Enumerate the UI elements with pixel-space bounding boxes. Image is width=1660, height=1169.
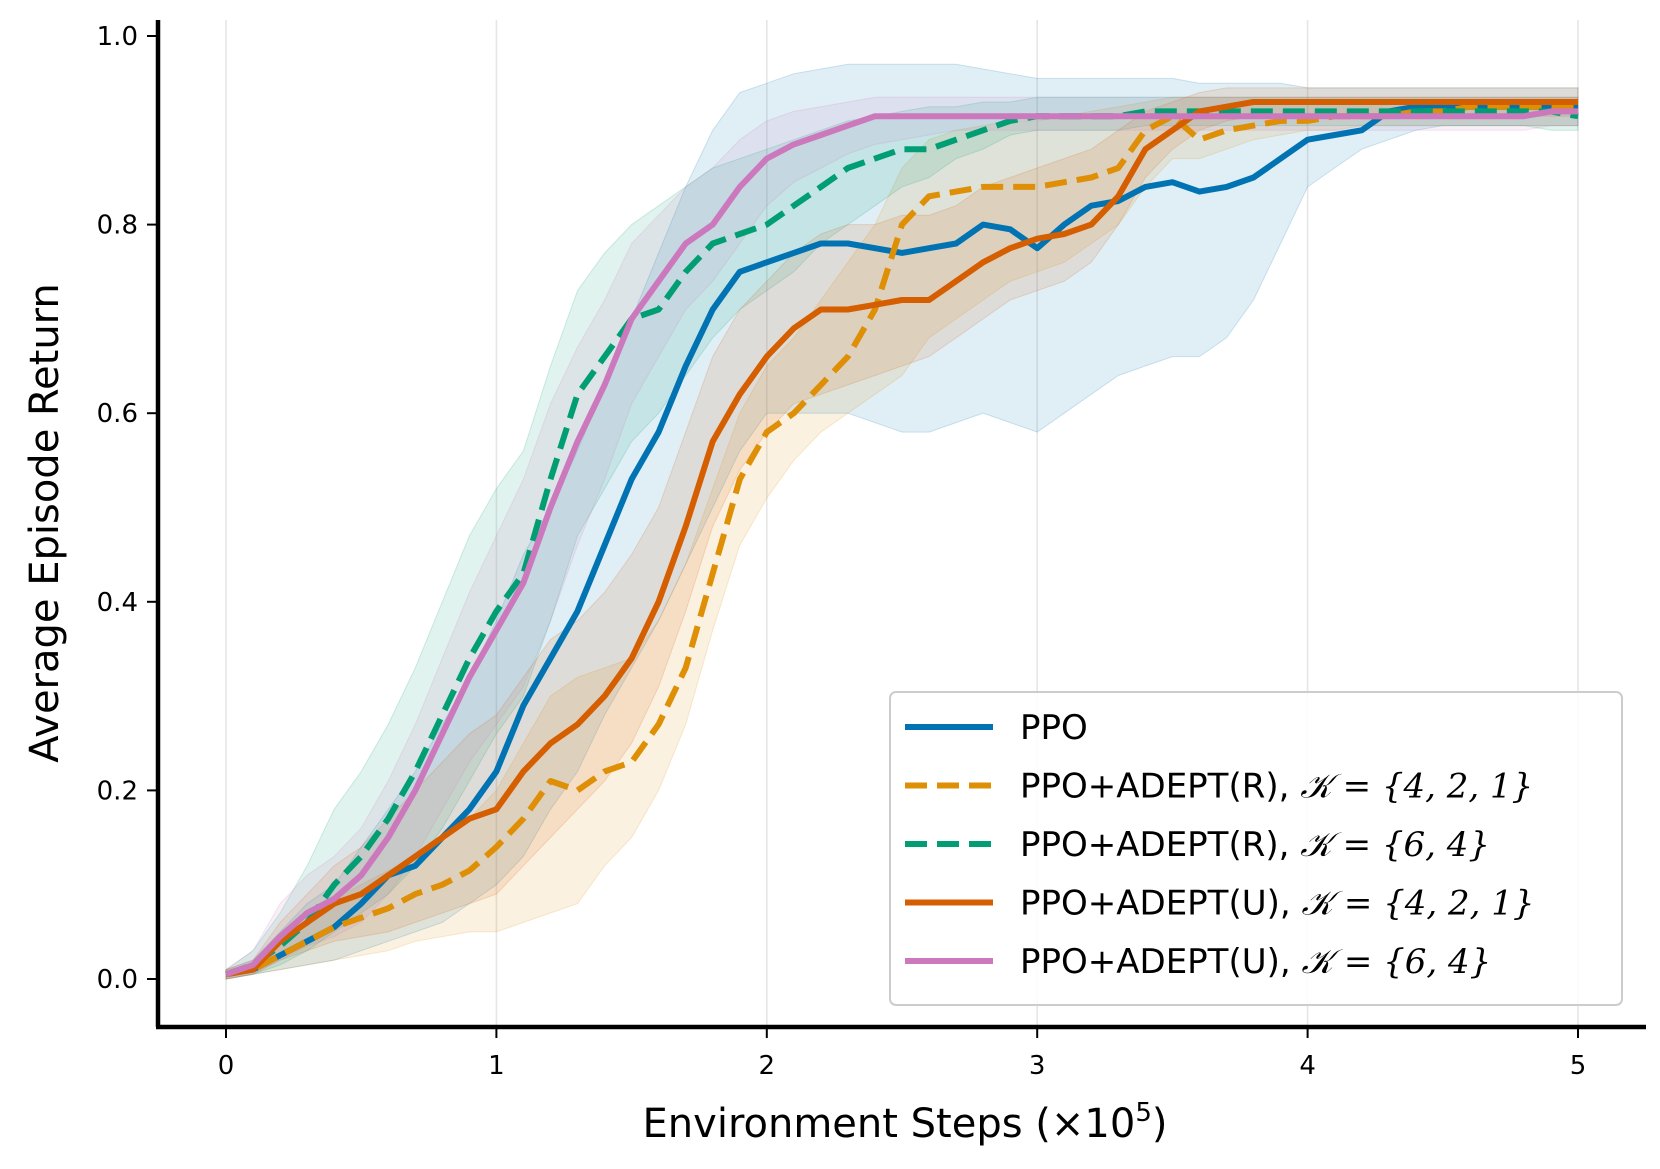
y-tick-label-0.6: 0.6: [97, 399, 138, 429]
y-tick-label-0.8: 0.8: [97, 211, 138, 241]
x-tick-label-0: 0: [218, 1051, 235, 1081]
y-ticks: 0.0 0.2 0.4 0.6 0.8 1.0: [97, 22, 156, 995]
legend-label-2: PPO+ADEPT(R), 𝒦 = {6, 4}: [1020, 825, 1490, 865]
legend-label-prefix-4: PPO+ADEPT(U),: [1020, 942, 1301, 982]
axes: [155, 20, 1646, 1030]
y-tick-label-0.4: 0.4: [97, 588, 138, 618]
line-series-1: [225, 103, 1578, 978]
legend-label-1: PPO+ADEPT(R), 𝒦 = {4, 2, 1}: [1020, 767, 1533, 807]
band-series-0: [225, 63, 1579, 980]
x-tick-label-3: 3: [1029, 1051, 1046, 1081]
legend-label-math-3: 𝒦 = {4, 2, 1}: [1301, 884, 1534, 924]
x-tick-label-2: 2: [759, 1051, 776, 1081]
legend-frame: [889, 691, 1623, 1006]
legend-label-4: PPO+ADEPT(U), 𝒦 = {6, 4}: [1020, 942, 1491, 982]
x-axis-title: Environment Steps (×105): [643, 1098, 1168, 1147]
legend-label-prefix-2: PPO+ADEPT(R),: [1020, 825, 1300, 865]
legend-label-3: PPO+ADEPT(U), 𝒦 = {4, 2, 1}: [1020, 884, 1535, 924]
y-tick-label-1.0: 1.0: [97, 22, 138, 52]
line-series-3: [225, 99, 1578, 978]
x-axis-title-exponent: 5: [1135, 1098, 1152, 1128]
x-tick-label-4: 4: [1299, 1051, 1316, 1081]
x-tick-label-1: 1: [488, 1051, 505, 1081]
series-lines: [225, 99, 1579, 978]
legend-label-prefix-0: PPO: [1020, 708, 1088, 748]
legend-label-math-4: 𝒦 = {6, 4}: [1301, 942, 1491, 982]
line-series-2: [225, 108, 1579, 978]
legend-label-prefix-3: PPO+ADEPT(U),: [1020, 884, 1301, 924]
y-tick-label-0.2: 0.2: [97, 776, 138, 806]
x-ticks: 0 1 2 3 4 5: [218, 1029, 1587, 1081]
legend-label-math-2: 𝒦 = {6, 4}: [1300, 825, 1490, 865]
band-series-1: [225, 96, 1579, 980]
legend-label-prefix-1: PPO+ADEPT(R),: [1020, 767, 1300, 807]
y-axis-title: Average Episode Return: [22, 283, 68, 763]
line-series-4: [225, 108, 1578, 978]
x-tick-label-5: 5: [1570, 1051, 1587, 1081]
y-tick-label-0.0: 0.0: [97, 965, 138, 995]
legend-label-0: PPO: [1020, 708, 1088, 748]
legend-label-math-1: 𝒦 = {4, 2, 1}: [1300, 767, 1533, 807]
